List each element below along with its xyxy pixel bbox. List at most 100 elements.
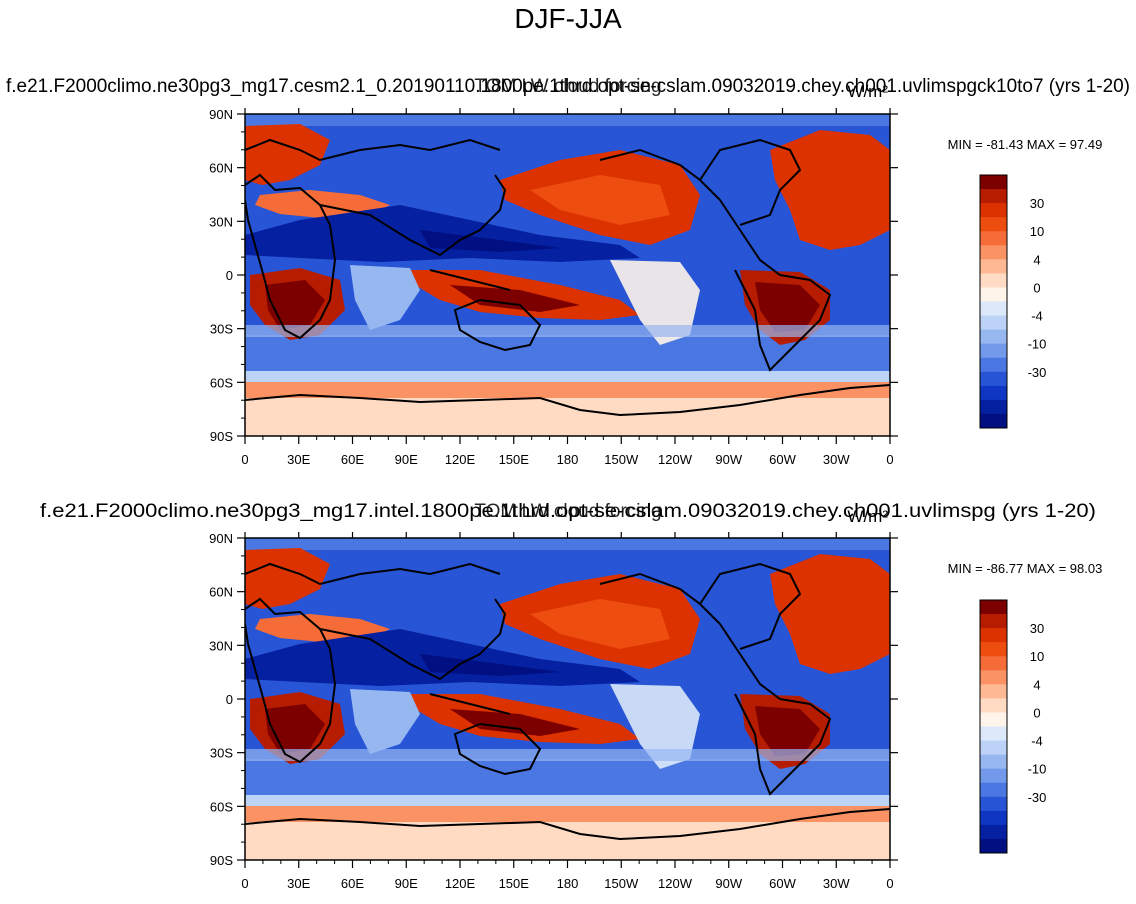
panel-top-colorbar-swatch (980, 399, 1007, 415)
panel-top-colorbar-swatch (980, 357, 1007, 373)
panel-bottom-x-tick-label: 120E (445, 876, 476, 891)
panel-top-axes: 0 30E 60E 90E 120E 150E 180 150W 120W 90W 60W 30W 09… (209, 107, 898, 467)
panel-bottom-colorbar: 30 10 4 0 -4 -10 -30 (979, 599, 1047, 854)
panel-bottom-x-tick-label: 0 (886, 876, 893, 891)
panel-top-colorbar-swatch (980, 301, 1007, 317)
panel-bottom-colorbar-label: -10 (1028, 762, 1047, 777)
panel-bottom-colorbar-swatch (980, 740, 1007, 756)
panel-bottom-colorbar-swatch (980, 712, 1007, 727)
panel-top-colorbar-swatch (980, 385, 1007, 401)
panel-top-coastlines (245, 138, 890, 417)
panel-top-colorbar-label: 30 (1030, 196, 1044, 211)
panel-top-colorbar-swatch (980, 273, 1007, 288)
panel-bottom-y-tick-label: 30S (210, 746, 233, 761)
panel-top-x-tick-label: 60E (341, 452, 364, 467)
panel-bottom-y-tick-label: 60N (209, 585, 233, 600)
panel-bottom-x-tick-label: 60E (341, 876, 364, 891)
panel-top-x-tick-label: 60W (769, 452, 796, 467)
panel-top-colorbar-swatch (980, 259, 1007, 274)
panel-top-colorbar-label: 10 (1030, 224, 1044, 239)
panel-bottom-colorbar-swatch (980, 656, 1007, 671)
panel-top-x-tick-label: 180 (557, 452, 579, 467)
panel-top-colorbar-swatch (980, 371, 1007, 387)
panel-bottom-colorbar-swatch (980, 754, 1007, 770)
panel-bottom-colorbar-swatch (980, 642, 1007, 657)
panel-top-x-tick-label: 30E (287, 452, 310, 467)
panel-bottom-colorbar-swatch (980, 698, 1007, 713)
map-panel-top: f.e21.F2000climo.ne30pg3_mg17.cesm2.1_0.… (6, 76, 1130, 467)
panel-bottom-map-field (245, 538, 890, 860)
panel-top-colorbar-label: -4 (1031, 309, 1043, 324)
panel-top-x-tick-label: 90W (715, 452, 742, 467)
panel-top-x-tick-label: 0 (241, 452, 248, 467)
panel-bottom-y-tick-label: 30N (209, 638, 233, 653)
panel-bottom-x-tick-label: 90W (715, 876, 742, 891)
panel-bottom-colorbar-label: 30 (1030, 621, 1044, 636)
panel-bottom-x-tick-label: 150W (604, 876, 639, 891)
panel-top-colorbar-swatch (980, 315, 1007, 331)
panel-bottom-x-tick-label: 90E (395, 876, 418, 891)
panel-bottom-variable-name: TOM LW cloud forcing (474, 501, 661, 522)
panel-top-x-tick-label: 150W (604, 452, 639, 467)
panel-bottom-colorbar-swatch (980, 628, 1007, 643)
panel-top-colorbar-swatch (980, 343, 1007, 359)
panel-bottom-colorbar-label: -30 (1028, 790, 1047, 805)
panel-bottom-colorbar-swatch (980, 614, 1007, 629)
panel-top-x-tick-label: 150E (499, 452, 530, 467)
panel-top-colorbar-swatch (980, 175, 1007, 190)
panel-bottom-x-tick-label: 120W (658, 876, 693, 891)
panel-bottom-axes: 0 30E 60E 90E 120E 150E 180 150W 120W 90W 60W 30W 09… (209, 531, 898, 891)
panel-top-colorbar-swatch (980, 329, 1007, 345)
panel-bottom-colorbar-label: 4 (1033, 677, 1040, 692)
panel-top-colorbar-swatch (980, 287, 1007, 302)
panel-top-variable-name: TOM LW cloud forcing (474, 76, 661, 97)
panel-top-y-tick-label: 0 (226, 268, 233, 283)
panel-top-colorbar-swatch (980, 203, 1007, 218)
panel-bottom-colorbar-label: 10 (1030, 649, 1044, 664)
panel-bottom-x-tick-label: 30W (823, 876, 850, 891)
panel-bottom-colorbar-swatch (980, 782, 1007, 798)
panel-top-x-tick-label: 120E (445, 452, 476, 467)
panel-bottom-y-tick-label: 60S (210, 799, 233, 814)
panel-top-x-tick-label: 90E (395, 452, 418, 467)
panel-top-x-tick-label: 0 (886, 452, 893, 467)
figure-title: DJF-JJA (514, 3, 622, 34)
panel-bottom-y-tick-label: 90S (210, 853, 233, 868)
panel-bottom-colorbar-swatch (980, 726, 1007, 742)
panel-bottom-x-tick-label: 180 (557, 876, 579, 891)
panel-top-y-tick-label: 30N (209, 214, 233, 229)
panel-bottom-colorbar-frame (979, 599, 1008, 854)
panel-bottom-colorbar-swatch (980, 824, 1007, 840)
panel-bottom-colorbar-swatch (980, 838, 1007, 854)
panel-bottom-coastlines (245, 562, 890, 841)
panel-top-colorbar-frame (979, 174, 1008, 429)
panel-bottom-case-name: f.e21.F2000climo.ne30pg3_mg17.intel.1800… (40, 501, 1096, 522)
panel-top-colorbar-label: -10 (1028, 337, 1047, 352)
panel-top-x-tick-label: 120W (658, 452, 693, 467)
panel-bottom-x-tick-label: 60W (769, 876, 796, 891)
panel-top-stats: MIN = -81.43 MAX = 97.49 (948, 137, 1103, 152)
panel-top-units: W/m² (847, 82, 888, 101)
panel-bottom-units: W/m² (847, 507, 888, 526)
panel-top-colorbar-swatch (980, 217, 1007, 232)
panel-bottom-colorbar-swatch (980, 684, 1007, 699)
panel-top-colorbar-label: 0 (1033, 280, 1040, 295)
panel-bottom-y-tick-label: 0 (226, 692, 233, 707)
panel-top-y-tick-label: 60S (210, 375, 233, 390)
panel-top-map-field (245, 114, 890, 436)
panel-top-y-tick-label: 90S (210, 429, 233, 444)
panel-bottom-colorbar-swatch (980, 768, 1007, 784)
panel-bottom-x-tick-label: 150E (499, 876, 530, 891)
panel-top-y-tick-label: 90N (209, 107, 233, 122)
panel-top-y-tick-label: 60N (209, 161, 233, 176)
panel-top-colorbar-swatch (980, 189, 1007, 204)
panel-bottom-x-tick-label: 0 (241, 876, 248, 891)
panel-top-colorbar-label: 4 (1033, 252, 1040, 267)
panel-top-colorbar-label: -30 (1028, 365, 1047, 380)
panel-top-colorbar-swatch (980, 231, 1007, 246)
panel-bottom-colorbar-label: 0 (1033, 705, 1040, 720)
panel-top-x-tick-label: 30W (823, 452, 850, 467)
panel-top-case-name: f.e21.F2000climo.ne30pg3_mg17.cesm2.1_0.… (6, 76, 1130, 97)
